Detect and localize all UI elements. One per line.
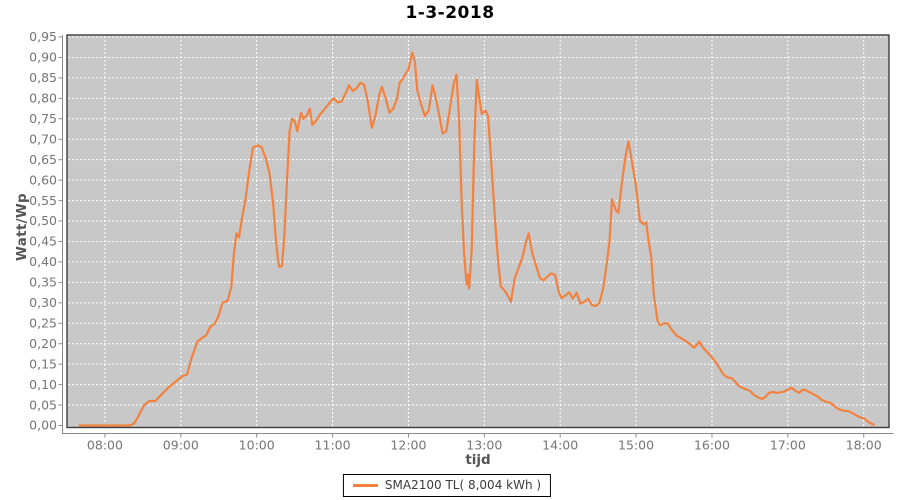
plot-border bbox=[66, 34, 890, 429]
x-tick-label: 10:00 bbox=[239, 438, 275, 453]
x-axis-title: tijd bbox=[465, 452, 491, 468]
y-tick-label: 0,85 bbox=[29, 70, 57, 85]
legend-series-label: SMA2100 TL( 8,004 kWh ) bbox=[384, 478, 542, 492]
y-tick-label: 0,60 bbox=[29, 172, 57, 187]
legend: SMA2100 TL( 8,004 kWh ) bbox=[342, 474, 552, 497]
y-tick-label: 0,75 bbox=[29, 111, 57, 126]
y-tick-label: 0,95 bbox=[29, 29, 57, 44]
x-tick-label: 18:00 bbox=[846, 438, 882, 453]
x-tick-label: 15:00 bbox=[618, 438, 654, 453]
x-tick-label: 13:00 bbox=[466, 438, 502, 453]
x-tick-label: 16:00 bbox=[694, 438, 730, 453]
y-tick-label: 0,55 bbox=[29, 193, 57, 208]
y-tick-label: 0,40 bbox=[29, 254, 57, 269]
y-tick-label: 0,80 bbox=[29, 91, 57, 106]
y-tick-label: 0,05 bbox=[29, 397, 57, 412]
y-tick-label: 0,20 bbox=[29, 336, 57, 351]
x-tick-label: 08:00 bbox=[87, 438, 123, 453]
y-tick-label: 0,35 bbox=[29, 275, 57, 290]
y-tick-label: 0,10 bbox=[29, 377, 57, 392]
x-tick-label: 12:00 bbox=[390, 438, 426, 453]
y-tick-label: 0,30 bbox=[29, 295, 57, 310]
plot-background bbox=[67, 35, 889, 428]
y-tick-label: 0,45 bbox=[29, 234, 57, 249]
y-tick-label: 0,00 bbox=[29, 418, 57, 433]
chart-title: 1-3-2018 bbox=[405, 3, 495, 23]
legend-series-swatch bbox=[352, 483, 378, 487]
x-tick-label: 11:00 bbox=[315, 438, 351, 453]
y-tick-label: 0,65 bbox=[29, 152, 57, 167]
y-tick-label: 0,90 bbox=[29, 50, 57, 65]
series-line bbox=[78, 51, 875, 427]
y-tick-label: 0,70 bbox=[29, 131, 57, 146]
x-tick-label: 14:00 bbox=[542, 438, 578, 453]
y-tick-label: 0,15 bbox=[29, 356, 57, 371]
y-axis-title: Watt/Wp bbox=[14, 193, 30, 262]
x-tick-label: 17:00 bbox=[770, 438, 806, 453]
y-tick-label: 0,50 bbox=[29, 213, 57, 228]
y-tick-label: 0,25 bbox=[29, 315, 57, 330]
x-tick-label: 09:00 bbox=[163, 438, 199, 453]
